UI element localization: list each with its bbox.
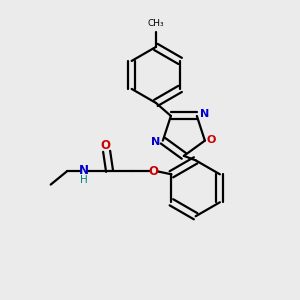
Text: N: N <box>151 137 160 147</box>
Text: H: H <box>80 175 87 184</box>
Text: O: O <box>207 135 216 145</box>
Text: N: N <box>78 164 88 177</box>
Text: O: O <box>101 139 111 152</box>
Text: O: O <box>149 165 159 178</box>
Text: N: N <box>200 109 209 118</box>
Text: CH₃: CH₃ <box>148 19 164 28</box>
